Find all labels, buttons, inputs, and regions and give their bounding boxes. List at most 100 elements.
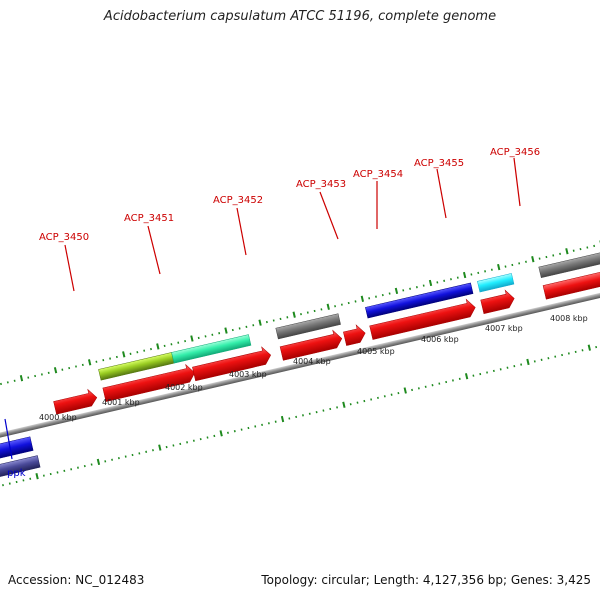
- scale-track-minor-tick: [179, 442, 182, 446]
- gene-arrow-cyan[interactable]: [477, 273, 515, 293]
- scale-track-minor-tick: [595, 345, 598, 349]
- gene-arrow-gray-1[interactable]: [275, 313, 341, 340]
- scale-track-minor-tick: [329, 407, 332, 411]
- scale-label-4002: 4002 kbp: [165, 383, 203, 392]
- outer-track-minor-tick: [300, 313, 302, 316]
- gene-arrow-gray-2[interactable]: [538, 248, 600, 279]
- scale-track-minor-tick: [295, 415, 298, 419]
- scale-track-minor-tick: [492, 369, 495, 373]
- scale-track-minor-tick: [458, 377, 461, 380]
- scale-track-minor-tick: [22, 479, 25, 482]
- gene-label-ACP_3456[interactable]: ACP_3456: [490, 147, 540, 158]
- scale-track-minor-tick: [424, 385, 427, 388]
- scale-track-minor-tick: [513, 365, 516, 368]
- outer-track-minor-tick: [13, 379, 16, 382]
- scale-track-minor-tick: [308, 412, 311, 415]
- outer-track-minor-tick: [538, 257, 541, 260]
- scale-track-minor-tick: [431, 384, 434, 387]
- gene-arrow-navy[interactable]: [0, 455, 41, 484]
- gene-arrow-ACP_3455[interactable]: [369, 298, 477, 340]
- outer-track-minor-tick: [347, 301, 350, 305]
- gene-arrow-ACP_3450[interactable]: [53, 388, 99, 415]
- scale-track-minor-tick: [581, 349, 584, 352]
- gene-arrow-ACP_3454[interactable]: [342, 323, 367, 346]
- outer-track-minor-tick: [586, 246, 589, 249]
- scale-label-4000: 4000 kbp: [39, 413, 77, 422]
- scale-track-major-tick: [526, 358, 530, 366]
- outer-track-minor-tick: [204, 335, 207, 338]
- outer-track-minor-tick: [150, 347, 152, 351]
- outer-track-minor-tick: [218, 332, 221, 335]
- outer-track-major-tick: [156, 343, 160, 350]
- outer-track-major-tick: [122, 351, 126, 358]
- scale-track-minor-tick: [554, 355, 557, 358]
- outer-track-minor-tick: [286, 316, 289, 319]
- gene-label-ACP_3451[interactable]: ACP_3451: [124, 213, 174, 224]
- outer-track-minor-tick: [81, 363, 84, 367]
- scale-track-minor-tick: [186, 441, 189, 444]
- gene-arrow-ACP_3453[interactable]: [279, 329, 343, 361]
- scale-track-major-tick: [158, 444, 162, 451]
- map-title: Acidobacterium capsulatum ATCC 51196, co…: [103, 9, 497, 24]
- outer-track-minor-tick: [518, 262, 521, 265]
- outer-track-minor-tick: [252, 324, 255, 327]
- gene-arrow-ACP_3452[interactable]: [192, 345, 273, 382]
- scale-track-minor-tick: [117, 457, 120, 460]
- gene-label-ppk[interactable]: ppk: [7, 468, 26, 479]
- scale-track-minor-tick: [192, 439, 195, 442]
- scale-track-minor-tick: [438, 382, 441, 385]
- accession-text: Accession: NC_012483: [8, 573, 145, 587]
- outer-track-major-tick: [462, 271, 467, 279]
- scale-track-minor-tick: [383, 395, 386, 398]
- scale-track-minor-tick: [172, 444, 175, 447]
- gene-label-ACP_3452[interactable]: ACP_3452: [213, 195, 263, 206]
- gene-arrow-red-far[interactable]: [542, 267, 600, 300]
- scale-track-minor-tick: [77, 466, 79, 469]
- outer-track-minor-tick: [334, 305, 337, 308]
- scale-track-minor-tick: [377, 396, 379, 400]
- outer-track-major-tick: [326, 303, 330, 310]
- outer-track-minor-tick: [340, 303, 343, 306]
- ppk-leader-line: [4, 418, 13, 460]
- scale-track-major-tick: [35, 473, 39, 480]
- scale-track-major-tick: [219, 430, 223, 437]
- scale-label-4001: 4001 kbp: [102, 398, 140, 407]
- scale-track-minor-tick: [533, 360, 536, 363]
- outer-track-minor-tick: [265, 320, 268, 324]
- outer-track-minor-tick: [34, 374, 37, 378]
- scale-track-minor-tick: [247, 426, 250, 430]
- scale-track-minor-tick: [233, 430, 236, 433]
- outer-track-minor-tick: [238, 327, 241, 330]
- gene-label-ACP_3450[interactable]: ACP_3450: [39, 232, 89, 243]
- scale-track-major-tick: [464, 373, 469, 380]
- outer-track-minor-tick: [27, 376, 30, 379]
- scale-track-minor-tick: [254, 425, 257, 428]
- outer-track-minor-tick: [68, 366, 71, 370]
- scale-track-minor-tick: [15, 480, 18, 484]
- outer-track-minor-tick: [163, 344, 166, 348]
- outer-track-major-tick: [531, 256, 535, 263]
- scale-track-minor-tick: [267, 422, 270, 425]
- scale-track-minor-tick: [574, 350, 577, 354]
- scale-track-minor-tick: [240, 428, 243, 431]
- outer-track-major-tick: [428, 279, 433, 287]
- scale-track-minor-tick: [547, 357, 550, 360]
- gene-arrow-teal[interactable]: [171, 334, 252, 364]
- scale-track-minor-tick: [452, 379, 454, 382]
- scale-track-minor-tick: [302, 414, 304, 417]
- gene-label-ACP_3453[interactable]: ACP_3453: [296, 179, 346, 190]
- outer-track-minor-tick: [129, 352, 132, 355]
- scale-track-minor-tick: [8, 482, 11, 485]
- genome-stats-text: Topology: circular; Length: 4,127,356 bp…: [261, 573, 591, 587]
- outer-track-minor-tick: [197, 336, 200, 340]
- outer-track-minor-tick: [109, 357, 112, 360]
- outer-track-major-tick: [258, 319, 262, 326]
- scale-label-4007: 4007 kbp: [485, 324, 523, 333]
- gene-arrow-blue-top[interactable]: [365, 282, 474, 319]
- scale-track-minor-tick: [104, 460, 107, 463]
- gene-label-ACP_3455[interactable]: ACP_3455: [414, 158, 464, 169]
- gene-label-ACP_3454[interactable]: ACP_3454: [353, 169, 403, 180]
- scale-track-minor-tick: [2, 483, 4, 487]
- gene-arrow-ACP_3456[interactable]: [480, 289, 516, 314]
- outer-track-major-tick: [224, 327, 228, 334]
